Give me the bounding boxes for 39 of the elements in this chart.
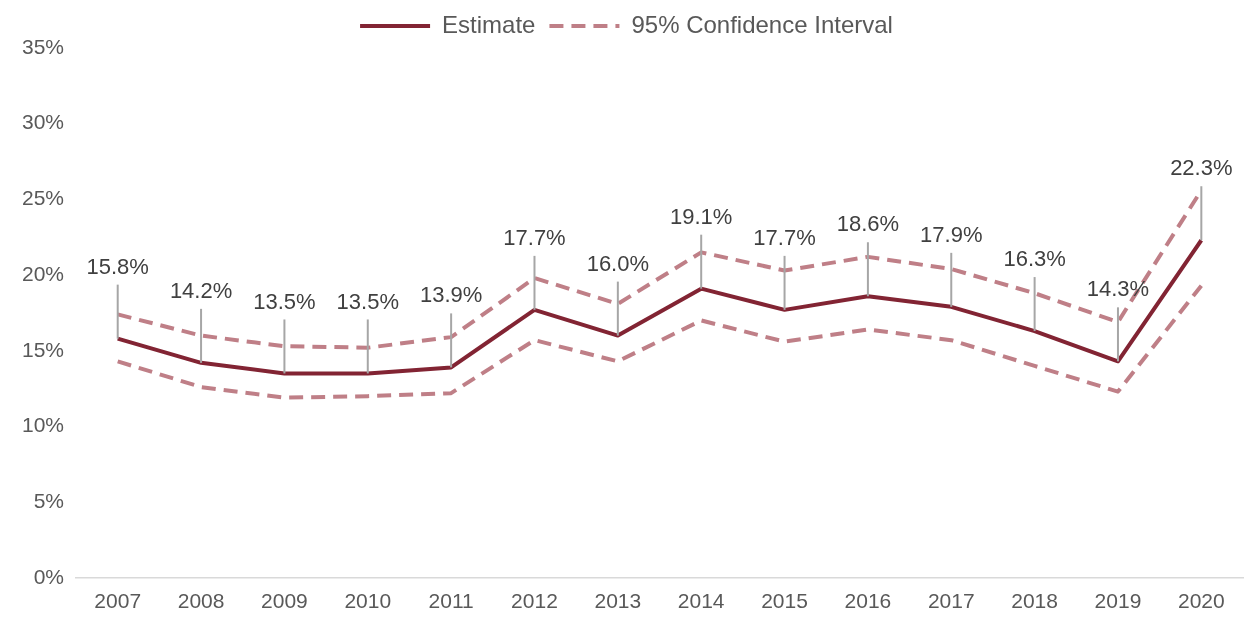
y-tick-label: 15% bbox=[22, 337, 65, 361]
x-tick-label: 2008 bbox=[177, 589, 225, 613]
x-tick-label: 2010 bbox=[344, 589, 392, 613]
data-label: 17.7% bbox=[753, 224, 816, 250]
y-tick-label: 20% bbox=[22, 261, 65, 285]
data-label: 17.9% bbox=[920, 221, 983, 247]
data-label: 13.9% bbox=[419, 282, 483, 308]
x-tick-label: 2016 bbox=[844, 589, 892, 613]
x-tick-label: 2014 bbox=[677, 589, 725, 613]
line-series bbox=[115, 283, 1204, 400]
x-tick-label: 2015 bbox=[761, 589, 808, 613]
data-label: 18.6% bbox=[836, 211, 900, 237]
data-label: 15.8% bbox=[86, 253, 149, 279]
data-label: 16.3% bbox=[1003, 246, 1066, 272]
data-label: 13.5% bbox=[253, 288, 316, 314]
legend-label: 95% Confidence Interval bbox=[631, 10, 893, 38]
y-tick-label: 35% bbox=[22, 34, 65, 58]
x-tick-label: 2017 bbox=[927, 589, 975, 613]
data-label: 19.1% bbox=[670, 203, 733, 229]
data-label: 14.2% bbox=[169, 277, 233, 303]
x-tick-label: 2012 bbox=[511, 589, 558, 613]
data-label: 22.3% bbox=[1170, 155, 1233, 181]
legend-label: Estimate bbox=[442, 10, 536, 38]
x-tick-label: 2011 bbox=[428, 589, 474, 613]
y-tick-label: 10% bbox=[22, 413, 65, 437]
x-tick-label: 2020 bbox=[1177, 589, 1225, 613]
x-tick-label: 2013 bbox=[594, 589, 642, 613]
data-label: 17.7% bbox=[503, 224, 566, 250]
data-label: 14.3% bbox=[1086, 276, 1150, 302]
x-tick-label: 2018 bbox=[1011, 589, 1058, 613]
y-tick-label: 0% bbox=[33, 564, 65, 588]
y-tick-label: 25% bbox=[22, 186, 65, 210]
y-tick-label: 5% bbox=[33, 488, 65, 512]
x-tick-label: 2019 bbox=[1094, 589, 1142, 613]
data-label: 13.5% bbox=[336, 288, 399, 314]
y-tick-label: 30% bbox=[22, 110, 65, 134]
x-tick-label: 2007 bbox=[94, 589, 142, 613]
x-tick-label: 2009 bbox=[261, 589, 308, 613]
data-label: 16.0% bbox=[586, 250, 650, 276]
